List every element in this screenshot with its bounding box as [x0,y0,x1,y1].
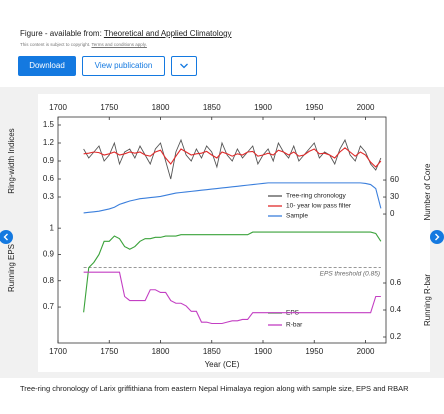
y-tick-label: 0.8 [43,276,55,285]
x-tick-label: 1800 [152,103,170,112]
y2-axis-label: Number of Core [423,163,432,220]
y-axis-label: Ring-width Indices [7,128,16,193]
prev-button[interactable] [0,230,13,244]
x-tick-label: 2000 [357,103,375,112]
legend-label: R-bar [286,322,303,329]
x-tick-label: 2000 [357,347,375,356]
x-tick-label: 1700 [49,347,67,356]
next-button[interactable] [430,230,444,244]
y2-axis-label: Running R-bar [423,274,432,326]
x-tick-label: 1900 [254,103,272,112]
y2-tick-label: 0 [390,209,395,218]
y-tick-label: 0.6 [43,174,55,183]
x-tick-label: 1750 [100,103,118,112]
x-tick-label: 1750 [100,347,118,356]
legend-label: Sample [286,213,308,220]
source-link[interactable]: Theoretical and Applied Climatology [103,29,232,38]
y2-tick-label: 60 [390,175,399,184]
caption: Tree-ring chronology of Larix griffithia… [20,384,409,393]
terms-link[interactable]: Terms and conditions apply. [91,42,147,47]
legend-label: Tree-ring chronology [286,193,346,200]
notice-text: This content is subject to copyright. [20,42,91,47]
x-axis-label: Year (CE) [205,360,240,369]
x-tick-label: 1800 [152,347,170,356]
threshold-label: EPS threshold (0.85) [320,270,380,277]
x-tick-label: 1850 [203,347,221,356]
y-tick-label: 1 [50,223,55,232]
y-tick-label: 0.9 [43,156,55,165]
series-line [83,271,381,325]
y-tick-label: 0.3 [43,192,55,201]
x-tick-label: 1700 [49,103,67,112]
y2-tick-label: 0.4 [390,305,402,314]
y-tick-label: 0.7 [43,302,55,311]
y-tick-label: 1.5 [43,120,55,129]
y2-tick-label: 0.2 [390,332,402,341]
download-button[interactable]: Download [18,56,76,76]
y-tick-label: 0.9 [43,250,55,259]
series-line [83,147,382,168]
plot-frame [57,116,387,344]
notice: This content is subject to copyright. Te… [20,42,147,47]
x-tick-label: 1950 [305,103,323,112]
y-axis-label: Running EPS [7,244,16,292]
header-title: Figure - available from: [20,29,102,38]
y-tick-label: 1.2 [43,138,55,147]
chevron-icon [180,63,188,69]
view-button[interactable]: View publication [82,56,165,76]
figure-image [38,94,430,372]
legend-label: 10- year low pass filter [286,203,352,210]
y2-tick-label: 30 [390,192,399,201]
x-tick-label: 1850 [203,103,221,112]
more-button[interactable] [171,56,197,76]
series-line [83,138,382,180]
x-tick-label: 1950 [305,347,323,356]
y2-tick-label: 0.6 [390,278,402,287]
x-tick-label: 1900 [254,347,272,356]
series-line [83,231,382,313]
header: Figure - available from: Theoretical and… [20,29,232,38]
series-line [83,182,382,214]
